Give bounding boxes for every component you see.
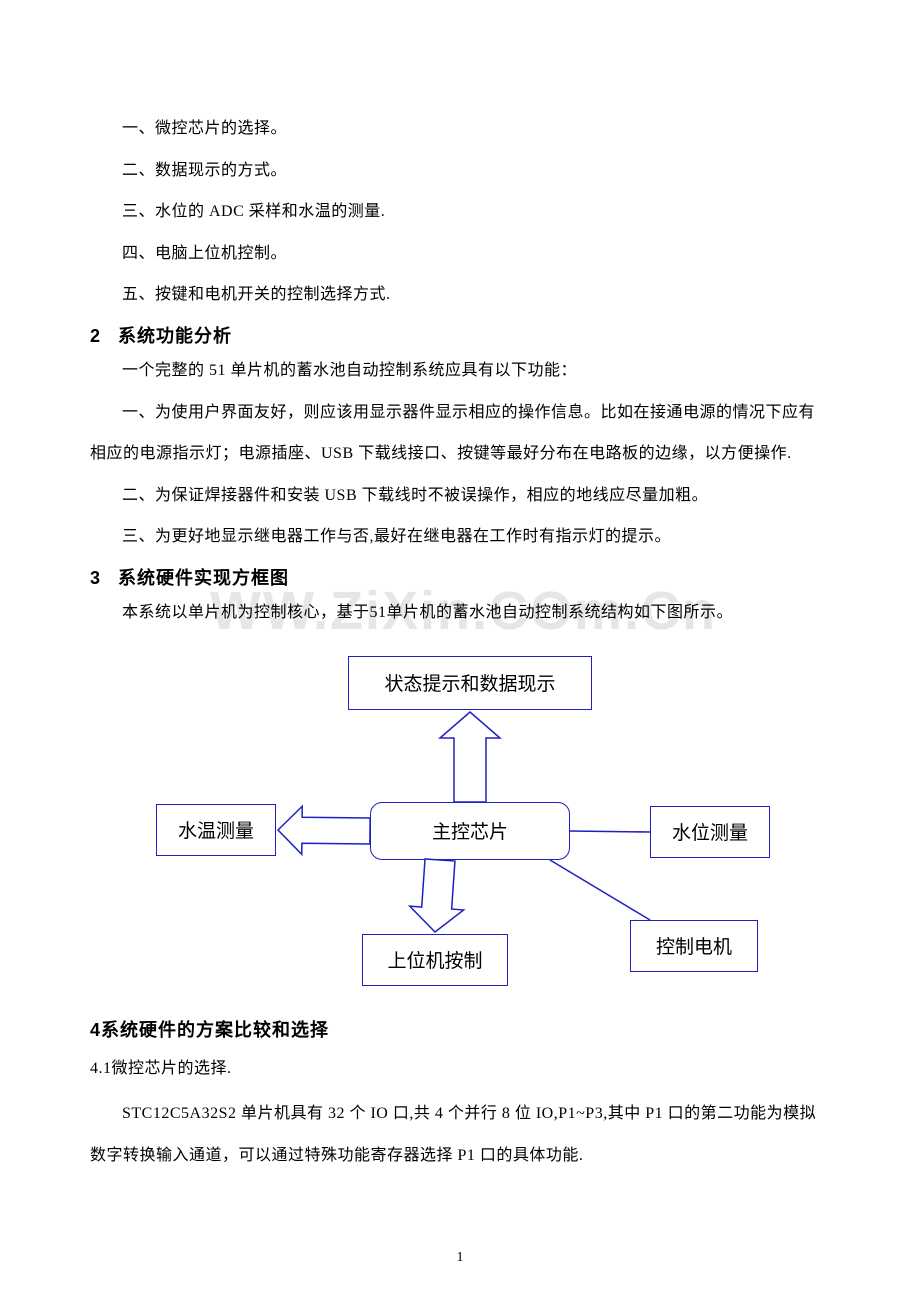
section4-sub: 4.1微控芯片的选择.	[90, 1048, 830, 1090]
block-diagram: 状态提示和数据现示 水温测量 主控芯片 水位测量 上位机按制 控制电机	[90, 642, 830, 1012]
section2-num: 2	[90, 326, 118, 347]
list1-item5: 五、按键和电机开关的控制选择方式.	[90, 274, 830, 316]
sec2-p3: 二、为保证焊接器件和安装 USB 下载线时不被误操作，相应的地线应尽量加粗。	[90, 475, 830, 517]
section2-heading: 2系统功能分析	[90, 322, 830, 348]
sec2-p1: 一个完整的 51 单片机的蓄水池自动控制系统应具有以下功能：	[90, 350, 830, 392]
list1-item2: 二、数据现示的方式。	[90, 150, 830, 192]
list1-item4: 四、电脑上位机控制。	[90, 233, 830, 275]
section3-num: 3	[90, 568, 118, 589]
sec2-p2: 一、为使用户界面友好，则应该用显示器件显示相应的操作信息。比如在接通电源的情况下…	[90, 392, 830, 475]
sec3-p1: 本系统以单片机为控制核心，基于51单片机的蓄水池自动控制系统结构如下图所示。	[90, 592, 830, 634]
list1-item1: 一、微控芯片的选择。	[90, 108, 830, 150]
section3-heading: 3系统硬件实现方框图	[90, 564, 830, 590]
section3-title: 系统硬件实现方框图	[118, 568, 289, 588]
page-content: 一、微控芯片的选择。 二、数据现示的方式。 三、水位的 ADC 采样和水温的测量…	[90, 108, 830, 1176]
list1-item3: 三、水位的 ADC 采样和水温的测量.	[90, 191, 830, 233]
diagram-arrows	[90, 642, 830, 1012]
sec4-p1: STC12C5A32S2 单片机具有 32 个 IO 口,共 4 个并行 8 位…	[90, 1093, 830, 1176]
section4-heading: 4系统硬件的方案比较和选择	[90, 1016, 830, 1042]
sec2-p4: 三、为更好地显示继电器工作与否,最好在继电器在工作时有指示灯的提示。	[90, 516, 830, 558]
section2-title: 系统功能分析	[118, 326, 232, 346]
page-number: 1	[0, 1250, 920, 1266]
